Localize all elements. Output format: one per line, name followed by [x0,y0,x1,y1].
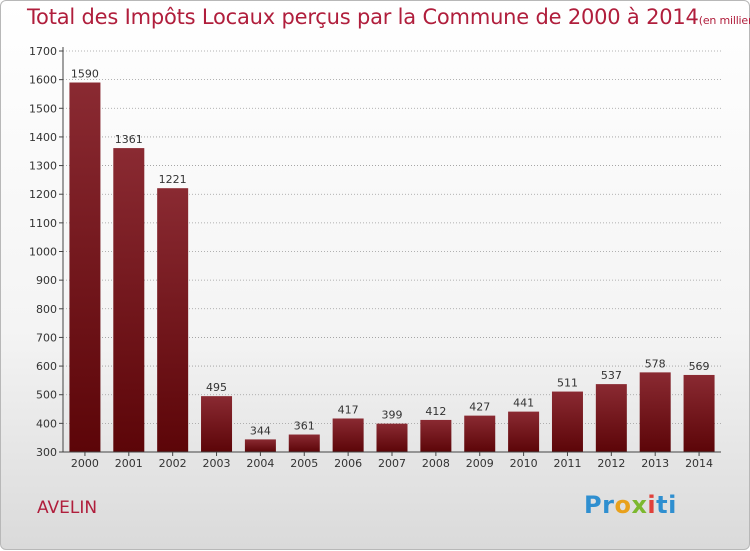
x-tick-label-2003: 2003 [203,457,231,470]
logo-part-3: x [631,491,648,519]
y-tick-label: 600 [36,360,57,373]
value-label-2000: 1590 [71,68,99,81]
chart-title: Total des Impôts Locaux perçus par la Co… [27,5,750,29]
y-tick-label: 300 [36,446,57,459]
x-tick-label-2002: 2002 [159,457,187,470]
y-tick-label: 500 [36,389,57,402]
bar-2001 [113,148,145,452]
value-label-2009: 427 [469,401,490,414]
bar-2012 [595,384,627,452]
x-tick-label-2004: 2004 [246,457,274,470]
x-tick-label-2012: 2012 [597,457,625,470]
value-label-2002: 1221 [159,173,187,186]
axes: 300 400 500 600 700 800 900 1000 1100 1200 1300 140… [29,45,721,470]
value-label-2005: 361 [294,420,315,433]
bar-2000 [69,82,101,452]
y-tick-label: 400 [36,417,57,430]
y-tick-label: 1600 [29,74,57,87]
bars [69,82,715,452]
bar-2004 [244,439,276,452]
data-labels: 1590 1361 1221 495 344 361 417 399 412 427 441 511 5… [71,68,710,438]
x-tick-label-2010: 2010 [510,457,538,470]
y-tick-label: 1500 [29,102,57,115]
bar-2013 [639,372,671,452]
bar-2006 [332,418,364,452]
chart-title-text: Total des Impôts Locaux perçus par la Co… [27,5,699,29]
bar-2010 [508,411,540,452]
value-label-2011: 511 [557,377,578,390]
logo-part-4: i [647,491,657,519]
bar-2005 [288,434,320,452]
y-tick-label: 1200 [29,188,57,201]
y-tick-label: 700 [36,331,57,344]
value-label-2013: 578 [645,357,666,370]
bar-2009 [464,415,496,452]
x-tick-label-2014: 2014 [685,457,713,470]
y-tick-label: 1000 [29,246,57,259]
x-tick-label-2008: 2008 [422,457,450,470]
y-tick-label: 1300 [29,160,57,173]
y-tick-label: 800 [36,303,57,316]
value-label-2007: 399 [382,409,403,422]
value-label-2012: 537 [601,369,622,382]
value-label-2004: 344 [250,424,271,437]
y-tick-label: 1400 [29,131,57,144]
value-label-2010: 441 [513,397,534,410]
x-tick-label-2001: 2001 [115,457,143,470]
chart-unit: (en milliers d'€) [698,14,750,27]
y-tick-label: 900 [36,274,57,287]
value-label-2001: 1361 [115,133,143,146]
x-tick-label-2011: 2011 [553,457,581,470]
x-tick-label-2013: 2013 [641,457,669,470]
bar-2002 [157,188,189,452]
bar-2007 [376,423,408,452]
bar-2003 [201,396,233,452]
proxiti-logo: Proxiti [584,491,677,519]
bar-2008 [420,419,452,452]
logo-part-1: Pr [584,491,615,519]
value-label-2014: 569 [689,360,710,373]
x-tick-label-2007: 2007 [378,457,406,470]
commune-name: AVELIN [37,498,98,518]
y-tick-label: 1700 [29,45,57,58]
y-tick-label: 1100 [29,217,57,230]
bar-2014 [683,374,715,452]
x-tick-label-2000: 2000 [71,457,99,470]
value-label-2003: 495 [206,381,227,394]
x-tick-label-2005: 2005 [290,457,318,470]
value-label-2006: 417 [338,403,359,416]
logo-part-5: ti [656,491,677,519]
bar-2011 [551,391,583,452]
value-label-2008: 412 [425,405,446,418]
x-tick-label-2009: 2009 [466,457,494,470]
logo-part-2: o [614,491,632,519]
x-tick-label-2006: 2006 [334,457,362,470]
